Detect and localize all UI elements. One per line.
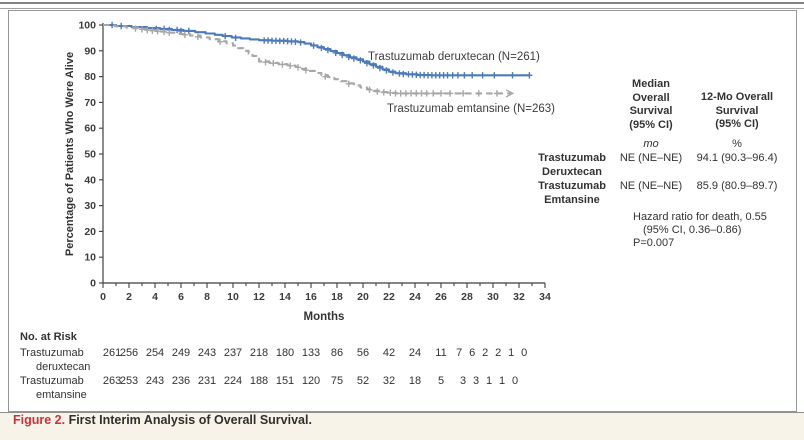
at-risk-value: 7 [456,347,463,359]
at-risk-value: 254 [145,347,165,359]
at-risk-value: 249 [171,347,191,359]
at-risk-row2-label-line1: Trastuzumab [20,375,84,387]
at-risk-value: 224 [223,375,243,387]
twelve-mo-os-header: 12-Mo Overall Survival (95% CI) [700,91,774,130]
at-risk-value: 2 [482,347,489,359]
figure-caption-bar: Figure 2. First Interim Analysis of Over… [0,412,804,440]
at-risk-value: 75 [330,375,344,387]
at-risk-value: 218 [249,347,269,359]
at-risk-value: 0 [512,375,519,387]
at-risk-value: 11 [435,347,447,359]
at-risk-row2-label-line2: emtansine [36,389,87,401]
at-risk-value: 56 [356,347,370,359]
top-divider-rule [0,2,804,9]
stats-row-emtansine-12mo: 85.9 (80.9–89.7) [696,180,778,192]
at-risk-value: 3 [473,375,480,387]
stats-row-deruxtecan-median: NE (NE–NE) [619,152,683,164]
at-risk-value: 18 [408,375,422,387]
at-risk-value: 6 [469,347,476,359]
legend-deruxtecan: Trastuzumab deruxtecan (N=261) [368,51,540,63]
at-risk-value: 231 [197,375,217,387]
figure-caption-text: First Interim Analysis of Overall Surviv… [65,413,312,427]
stats-row-emtansine-median: NE (NE–NE) [619,180,683,192]
at-risk-value: 1 [508,347,515,359]
x-axis-label: Months [303,311,345,323]
at-risk-value: 253 [119,375,139,387]
at-risk-value: 261 [102,347,122,359]
at-risk-value: 243 [145,375,165,387]
at-risk-value: 180 [275,347,295,359]
hazard-ratio-text: Hazard ratio for death, 0.55 [633,211,767,223]
at-risk-row1-values: 261 256 254 249 243 237 218 180 133 86 56 42 24 11 7 6 2… [0,347,804,360]
at-risk-value: 236 [171,375,191,387]
median-os-unit: mo [643,138,659,150]
at-risk-value: 133 [301,347,321,359]
at-risk-row2-values: 263 253 243 236 231 224 188 151 120 75 52 32 18 5 3 3 1 1… [0,375,804,388]
at-risk-value: 24 [408,347,422,359]
figure-caption-number: Figure 2. [13,413,66,427]
at-risk-title: No. at Risk [20,331,77,343]
at-risk-value: 263 [102,375,122,387]
at-risk-value: 151 [275,375,295,387]
legend-emtansine: Trastuzumab emtansine (N=263) [387,103,555,115]
median-os-header: Median Overall Survival (95% CI) [629,78,673,131]
at-risk-row1-label-line1: Trastuzumab [20,347,84,359]
at-risk-value: 1 [486,375,493,387]
twelve-mo-os-unit: % [732,138,742,150]
at-risk-value: 120 [301,375,321,387]
at-risk-value: 256 [119,347,139,359]
at-risk-value: 1 [499,375,506,387]
stats-row-emtansine-label: Trastuzumab Emtansine [538,180,606,206]
at-risk-value: 237 [223,347,243,359]
stats-row-deruxtecan-label: Trastuzumab Deruxtecan [538,152,606,178]
at-risk-value: 5 [437,375,445,387]
at-risk-value: 42 [382,347,396,359]
at-risk-value: 0 [521,347,528,359]
y-axis-label: Percentage of Patients Who Were Alive [64,51,76,257]
at-risk-value: 3 [460,375,467,387]
at-risk-value: 243 [197,347,217,359]
at-risk-value: 52 [356,375,370,387]
p-value-text: P=0.007 [633,237,675,249]
at-risk-value: 188 [249,375,269,387]
at-risk-value: 32 [382,375,396,387]
hazard-ci-text: (95% CI, 0.36–0.86) [643,224,742,236]
at-risk-value: 2 [495,347,502,359]
at-risk-row1-label-line2: deruxtecan [36,361,91,373]
at-risk-value: 86 [330,347,344,359]
stats-row-deruxtecan-12mo: 94.1 (90.3–96.4) [696,152,778,164]
